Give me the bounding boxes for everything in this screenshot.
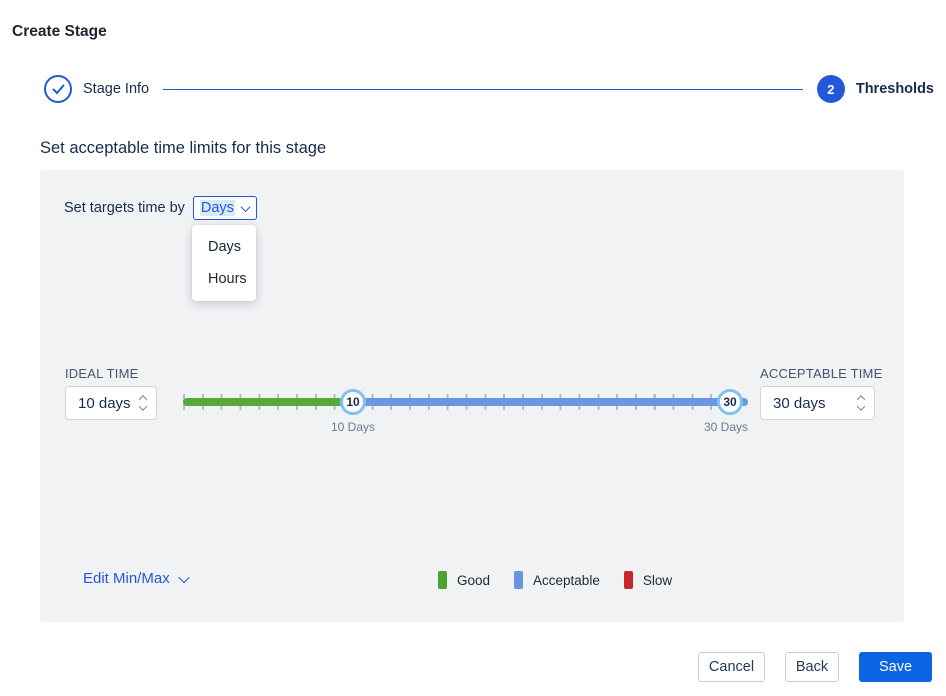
thresholds-panel: Set targets time by Days Days Hours IDEA…: [40, 170, 904, 622]
slider-segment-acceptable: [353, 398, 748, 406]
legend-item-slow: Slow: [623, 571, 673, 589]
ideal-time-input[interactable]: 10 days: [65, 386, 157, 420]
decrement-icon[interactable]: [138, 402, 148, 411]
slider-segment-good: [183, 398, 353, 406]
acceptable-handle-label: 30 Days: [703, 420, 748, 434]
step-stage-info[interactable]: Stage Info: [44, 75, 149, 103]
ideal-handle-label: 10 Days: [330, 420, 376, 434]
stepper-connector: [163, 88, 803, 90]
ideal-time-value: 10 days: [78, 394, 131, 412]
increment-icon[interactable]: [856, 395, 866, 404]
step-thresholds[interactable]: 2 Thresholds: [816, 75, 934, 103]
menu-item-days[interactable]: Days: [208, 239, 242, 255]
step-label-thresholds: Thresholds: [855, 81, 934, 97]
time-range-slider[interactable]: 10 30 10 Days 30 Days: [183, 389, 748, 434]
ideal-time-label: IDEAL TIME: [65, 366, 139, 381]
page-title: Create Stage: [12, 23, 107, 40]
stepper: Stage Info 2 Thresholds: [44, 75, 934, 103]
acceptable-time-input[interactable]: 30 days: [760, 386, 875, 420]
acceptable-slider-handle[interactable]: 30: [717, 389, 743, 415]
decrement-icon[interactable]: [856, 402, 866, 411]
increment-icon[interactable]: [138, 395, 148, 404]
chevron-down-icon: [240, 201, 251, 212]
set-targets-row: Set targets time by Days: [64, 196, 257, 220]
cancel-button[interactable]: Cancel: [698, 652, 765, 682]
legend-label: Slow: [642, 572, 673, 588]
good-swatch: [438, 571, 447, 589]
step-number-badge: 2: [816, 75, 845, 103]
unit-dropdown-menu: Days Hours: [192, 225, 256, 301]
ideal-time-stepper: [138, 395, 148, 411]
legend: Good Acceptable Slow: [438, 571, 672, 589]
set-targets-label: Set targets time by: [64, 200, 185, 216]
unit-dropdown-value: Days: [199, 200, 235, 216]
check-icon: [44, 75, 72, 103]
acceptable-swatch: [514, 571, 524, 589]
unit-dropdown[interactable]: Days: [192, 196, 257, 220]
acceptable-time-label: ACCEPTABLE TIME: [760, 366, 883, 381]
legend-label: Good: [457, 572, 491, 588]
section-heading: Set acceptable time limits for this stag…: [40, 139, 327, 157]
menu-item-hours[interactable]: Hours: [208, 271, 247, 287]
legend-label: Acceptable: [533, 572, 600, 588]
acceptable-time-value: 30 days: [773, 394, 826, 412]
slow-swatch: [623, 571, 633, 589]
ideal-slider-handle[interactable]: 10: [340, 389, 366, 415]
step-label-stage-info: Stage Info: [83, 81, 150, 97]
back-button[interactable]: Back: [785, 652, 839, 682]
legend-item-good: Good: [438, 571, 490, 589]
acceptable-time-stepper: [856, 395, 866, 411]
save-button[interactable]: Save: [859, 652, 932, 682]
edit-minmax-link[interactable]: Edit Min/Max: [83, 570, 190, 587]
footer-actions: Cancel Back Save: [698, 652, 932, 682]
chevron-down-icon: [178, 571, 190, 583]
edit-minmax-label: Edit Min/Max: [83, 570, 170, 587]
legend-item-acceptable: Acceptable: [514, 571, 600, 589]
